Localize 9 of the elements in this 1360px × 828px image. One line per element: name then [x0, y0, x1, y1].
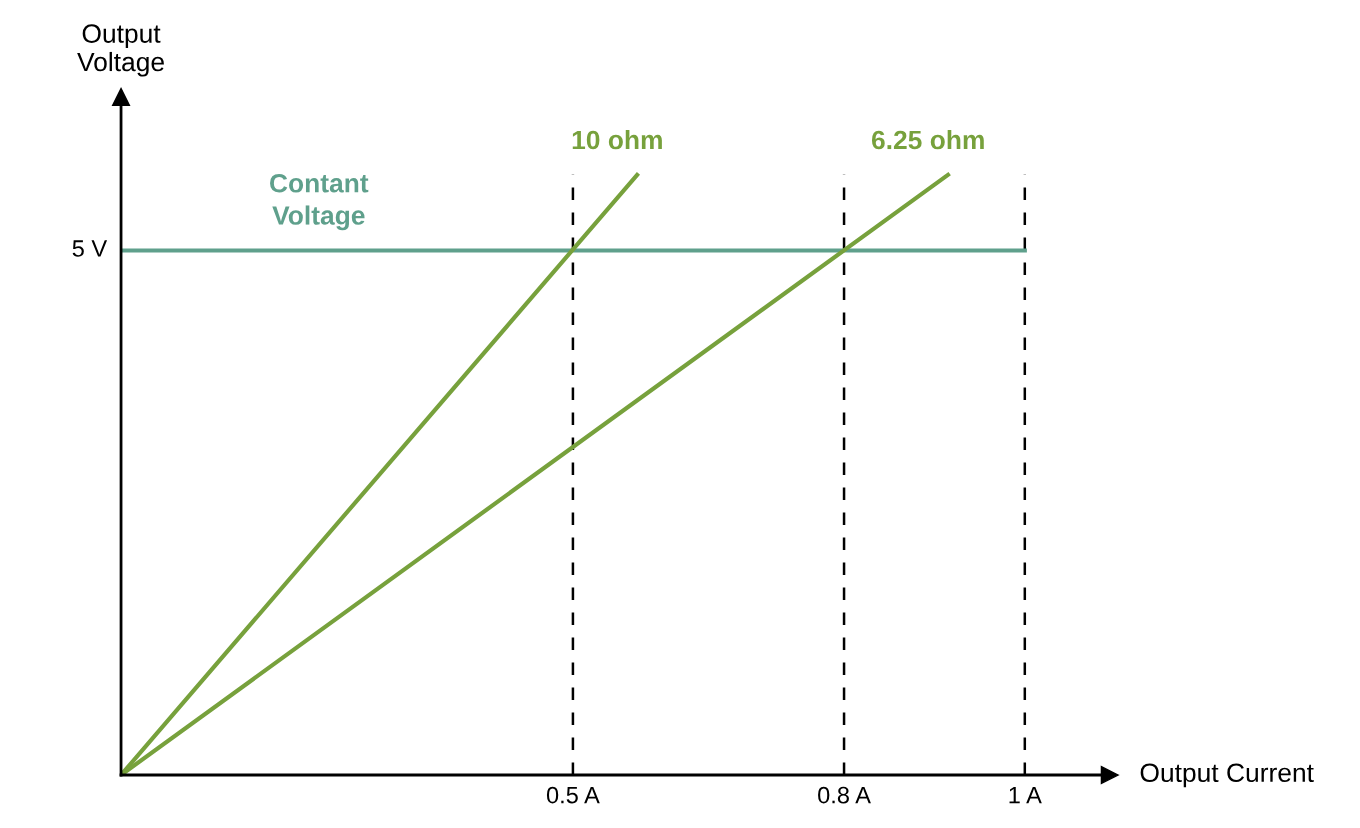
- x-tick-label: 0.8 A: [818, 786, 871, 804]
- series-label: 10 ohm: [572, 129, 662, 150]
- annotation: 5 V: [72, 240, 108, 257]
- series-label: 6.25 ohm: [871, 129, 984, 150]
- x-tick-label: 0.5 A: [546, 786, 600, 804]
- x-axis-title: Output Current: [1140, 763, 1314, 788]
- series-label: Contant Voltage: [270, 173, 369, 231]
- y-axis-title: Output Voltage: [77, 24, 164, 77]
- x-tick-label: 1 A: [1009, 786, 1042, 804]
